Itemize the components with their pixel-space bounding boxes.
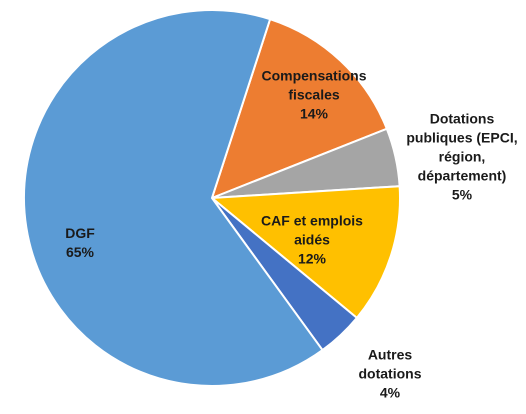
slice-name: Compensations fiscales	[261, 67, 367, 103]
slice-name: DGF	[65, 225, 95, 241]
slice-value: 14%	[299, 105, 329, 122]
pie-slice	[23, 9, 324, 387]
slice-name: CAF et emplois aidés	[261, 212, 363, 248]
slice-label: Dotations publiques (EPCI, région, dépar…	[398, 110, 526, 205]
slice-label: CAF et emplois aidés 12%	[253, 212, 371, 269]
slice-value: 65%	[65, 244, 95, 260]
slice-value: 4%	[379, 384, 401, 401]
slice-value: 5%	[451, 186, 473, 203]
slice-value: 12%	[297, 250, 327, 267]
slice-label: Compensations fiscales 14%	[244, 67, 384, 124]
slice-label: DGF 65%	[50, 224, 110, 262]
slice-label: Autres dotations 4%	[348, 346, 432, 403]
slice-name: Autres dotations	[358, 346, 422, 382]
slice-name: Dotations publiques (EPCI, région, dépar…	[406, 110, 518, 184]
pie-slice	[209, 185, 401, 320]
